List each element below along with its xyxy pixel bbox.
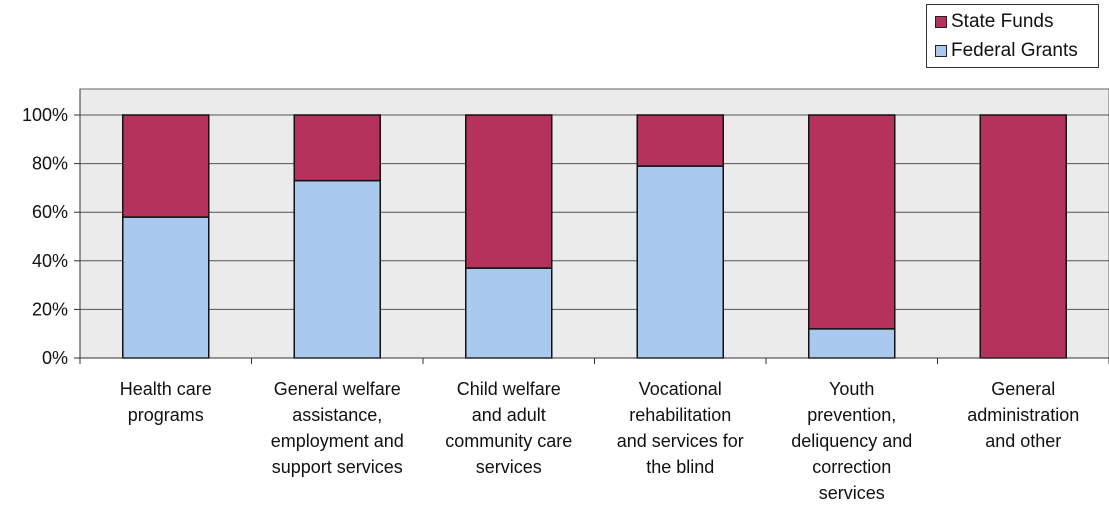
x-category-label: Youth prevention, deliquency and correction… <box>791 379 912 503</box>
x-category-label-line: correction <box>812 457 891 477</box>
y-tick-label: 80% <box>32 154 68 174</box>
x-category-label-line: and adult <box>472 405 546 425</box>
bar-segment-federal-grants <box>808 328 896 359</box>
legend-label-federal-grants: Federal Grants <box>951 40 1078 61</box>
y-tick-label: 20% <box>32 299 68 319</box>
bar-segment-federal-grants <box>636 165 724 359</box>
x-category-label-line: General <box>991 379 1055 399</box>
bar-segment-state-funds <box>465 114 553 269</box>
x-category-label-line: services <box>819 483 885 503</box>
legend-swatch-state-funds <box>935 16 947 28</box>
bar-segment-state-funds <box>636 114 724 167</box>
x-category-label-line: support services <box>272 457 403 477</box>
x-category-label-line: Youth <box>829 379 874 399</box>
legend-label-state-funds: State Funds <box>951 11 1054 32</box>
x-category-label: Child welfare and adult community care serv… <box>445 379 572 477</box>
x-category-label-line: the blind <box>646 457 714 477</box>
x-category-label-line: rehabilitation <box>629 405 731 425</box>
legend-swatch-federal-grants <box>935 45 947 57</box>
x-axis: Health care programs General welfare assist… <box>79 357 1109 503</box>
y-tick-label: 0% <box>42 348 68 368</box>
y-tick-label: 100% <box>22 105 68 125</box>
bars <box>122 114 1067 359</box>
bar-segment-state-funds <box>293 114 381 182</box>
legend-item-state-funds: State Funds <box>935 11 1053 33</box>
bar-segment-state-funds <box>122 114 210 218</box>
x-category-label-line: administration <box>967 405 1079 425</box>
y-tick-label: 60% <box>32 202 68 222</box>
x-category-label-line: Vocational <box>639 379 722 399</box>
x-category-label-line: deliquency and <box>791 431 912 451</box>
x-category-label: Health care programs <box>120 379 212 425</box>
bar-segment-state-funds <box>979 114 1067 359</box>
x-category-label-line: prevention, <box>807 405 896 425</box>
bar-segment-federal-grants <box>465 267 553 359</box>
x-category-label-line: services <box>476 457 542 477</box>
x-category-label-line: Health care <box>120 379 212 399</box>
x-category-label-line: community care <box>445 431 572 451</box>
legend-item-federal-grants: Federal Grants <box>935 40 1078 62</box>
x-category-label-line: and services for <box>617 431 744 451</box>
x-category-label-line: General welfare <box>274 379 401 399</box>
x-category-label: General welfare assistance, employment and… <box>271 379 404 477</box>
x-category-label: General administration and other <box>967 379 1079 451</box>
x-category-label-line: assistance, <box>292 405 382 425</box>
bar-segment-state-funds <box>808 114 896 330</box>
x-category-label-line: employment and <box>271 431 404 451</box>
legend: State Funds Federal Grants <box>926 4 1099 68</box>
y-tick-label: 40% <box>32 251 68 271</box>
bar-segment-federal-grants <box>293 179 381 359</box>
plot-area <box>79 88 1109 359</box>
x-category-label-line: and other <box>985 431 1061 451</box>
y-axis: 0% 20% 40% 60% 80% 100% <box>22 89 81 368</box>
x-category-label-line: programs <box>128 405 204 425</box>
x-category-label: Vocational rehabilitation and services for… <box>617 379 744 477</box>
x-category-label-line: Child welfare <box>457 379 561 399</box>
bar-segment-federal-grants <box>122 216 210 359</box>
